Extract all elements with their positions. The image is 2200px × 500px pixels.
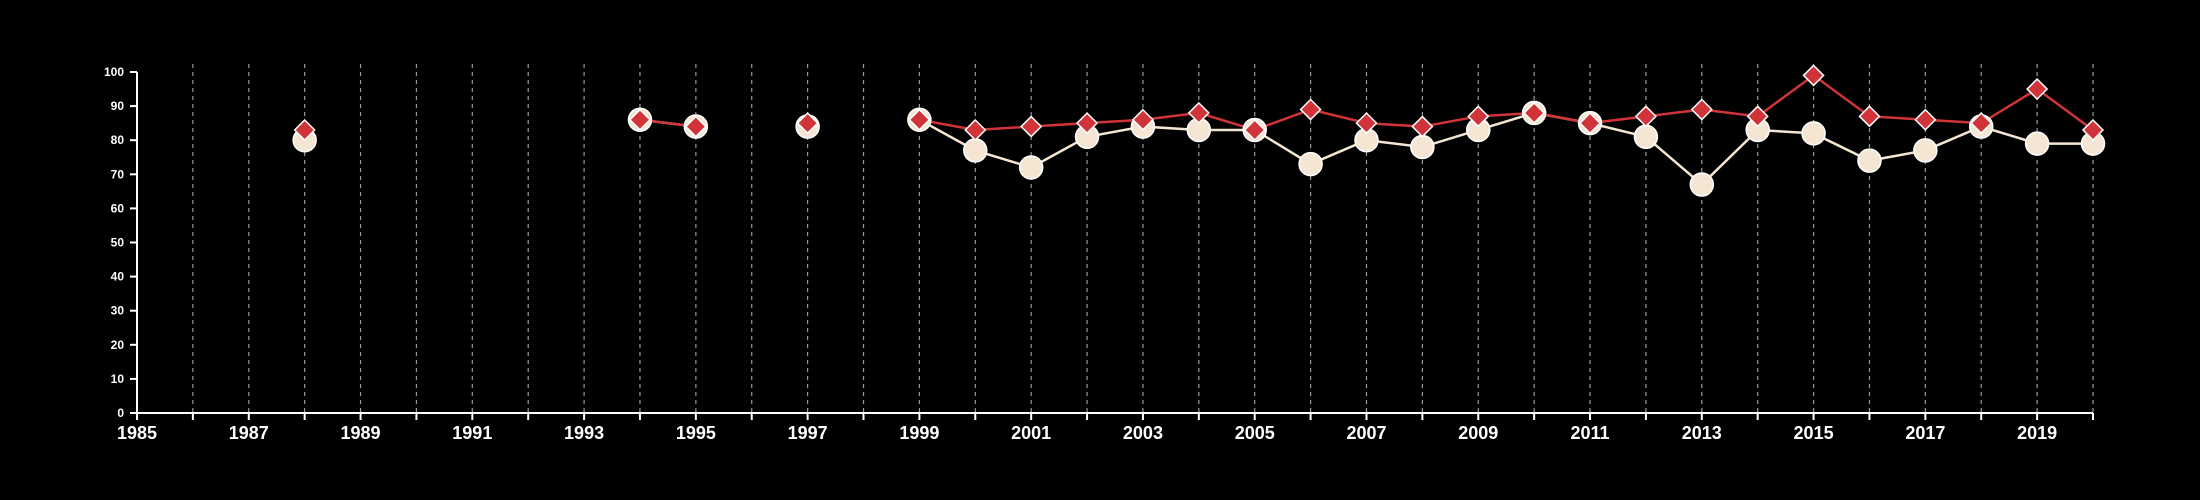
series-1-point-1997 [796, 112, 819, 135]
x-tick-label-2001: 2001 [1011, 423, 1051, 443]
series-0-point-2019 [2024, 131, 2050, 156]
series-0-point-2012 [1633, 124, 1659, 150]
series-1-point-2020 [2081, 118, 2105, 142]
y-tick-label-100: 100 [104, 65, 124, 79]
x-tick-label-2003: 2003 [1123, 423, 1163, 443]
series-0-point-2013 [1689, 172, 1715, 197]
x-tick-label-1985: 1985 [117, 423, 157, 443]
series-1-point-1999 [908, 108, 931, 131]
series-1-point-1988 [293, 118, 316, 142]
x-tick-label-1999: 1999 [899, 423, 939, 443]
series-1-point-2018 [1970, 112, 1993, 135]
y-tick-label-40: 40 [111, 270, 125, 284]
x-tick-label-2015: 2015 [1794, 423, 1834, 443]
series-0-line-segment-1 [918, 111, 2093, 187]
series-1-point-2008 [1411, 115, 1434, 138]
x-tick-label-2009: 2009 [1458, 423, 1498, 443]
series-1-point-2017 [1914, 108, 1937, 131]
x-tick-label-2005: 2005 [1235, 423, 1275, 443]
series-0-point-2015 [1801, 121, 1826, 146]
series-1-point-2000 [964, 118, 987, 142]
y-tick-label-80: 80 [111, 133, 125, 147]
y-tick-label-0: 0 [117, 406, 124, 420]
series-0-point-2008 [1410, 134, 1435, 160]
y-tick-label-70: 70 [111, 167, 125, 181]
series-1-point-2004 [1187, 101, 1210, 124]
series-1-point-2010 [1523, 101, 1546, 124]
series-markers [292, 64, 2106, 197]
series-1-point-2007 [1355, 112, 1378, 135]
x-tick-label-1991: 1991 [452, 423, 492, 443]
series-1-point-2019 [2026, 77, 2049, 101]
x-tick-label-2013: 2013 [1682, 423, 1722, 443]
series-1-point-2016 [1858, 105, 1881, 128]
x-tick-label-2007: 2007 [1346, 423, 1386, 443]
series-1-point-2006 [1299, 98, 1322, 121]
series-1-point-2001 [1020, 115, 1043, 138]
series-1-point-2003 [1131, 108, 1155, 131]
series-1-point-2011 [1578, 112, 1602, 135]
series-1-point-2012 [1634, 105, 1657, 128]
series-0-point-2016 [1857, 148, 1882, 173]
series-0-point-2001 [1018, 155, 1044, 180]
x-tick-label-1989: 1989 [341, 423, 381, 443]
series-1-point-2002 [1075, 112, 1099, 135]
series-1-point-2005 [1243, 118, 1266, 142]
series-0-point-2017 [1913, 138, 1938, 163]
series-1-point-2009 [1467, 105, 1490, 128]
x-tick-label-1993: 1993 [564, 423, 604, 443]
series-0-point-2006 [1298, 151, 1323, 177]
y-tick-label-20: 20 [111, 338, 125, 352]
y-tick-label-30: 30 [111, 304, 125, 318]
series-1-point-1994 [628, 108, 652, 131]
series-0-point-2000 [963, 138, 988, 163]
series-1-point-1995 [684, 115, 707, 138]
y-tick-label-60: 60 [111, 201, 125, 215]
series-1-point-2013 [1690, 98, 1713, 121]
series-1-point-2014 [1746, 105, 1769, 128]
x-tick-label-2017: 2017 [1905, 423, 1945, 443]
y-tick-label-50: 50 [111, 236, 125, 250]
x-tick-label-1987: 1987 [229, 423, 269, 443]
series-1-line-segment-1 [919, 73, 2094, 132]
x-tick-label-1995: 1995 [676, 423, 716, 443]
y-tick-label-10: 10 [111, 372, 125, 386]
axes: 0 10 20 30 40 50 60 70 80 90 100 1985 1987 1989 1991 19… [104, 65, 2094, 443]
x-tick-label-1997: 1997 [788, 423, 828, 443]
y-tick-label-90: 90 [111, 99, 125, 113]
x-tick-label-2011: 2011 [1570, 423, 1609, 443]
x-tick-label-2019: 2019 [2017, 423, 2057, 443]
series-1-point-2015 [1802, 64, 1825, 87]
